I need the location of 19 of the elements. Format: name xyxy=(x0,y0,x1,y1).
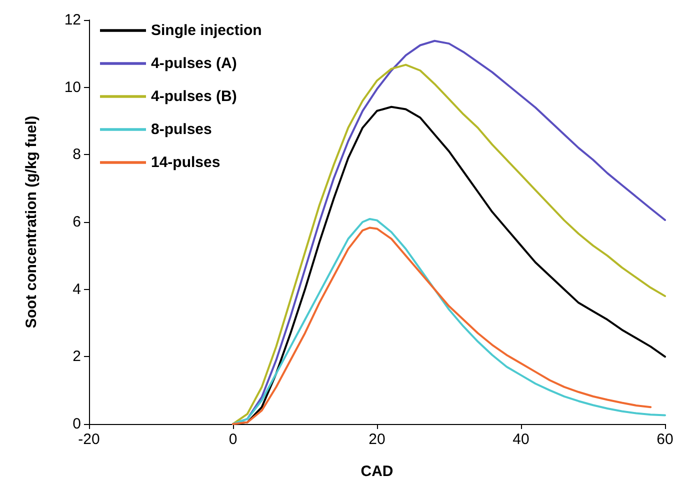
y-tick-label: 4 xyxy=(72,280,81,298)
x-tick-label: 0 xyxy=(228,431,238,448)
x-tick-label: 60 xyxy=(656,431,674,448)
legend-label: 14-pulses xyxy=(151,154,220,171)
y-tick-label: 10 xyxy=(64,78,81,96)
x-tick-label: 40 xyxy=(512,431,530,448)
x-axis-title: CAD xyxy=(360,463,394,480)
y-tick-label: 2 xyxy=(72,348,81,366)
x-tick-label: -20 xyxy=(78,431,100,448)
legend-label: 8-pulses xyxy=(151,121,212,138)
y-tick-label: 8 xyxy=(72,146,81,164)
legend-label: 4-pulses (B) xyxy=(151,88,237,105)
legend-label: Single injection xyxy=(151,22,262,39)
y-tick-label: 12 xyxy=(64,12,81,28)
y-tick-label: 6 xyxy=(72,214,81,230)
x-tick-label: 20 xyxy=(368,431,386,448)
legend-label: 4-pulses (A) xyxy=(151,55,237,72)
y-tick-label: 0 xyxy=(72,416,81,432)
y-axis-title: Soot concentration (g/kg fuel) xyxy=(23,116,40,328)
